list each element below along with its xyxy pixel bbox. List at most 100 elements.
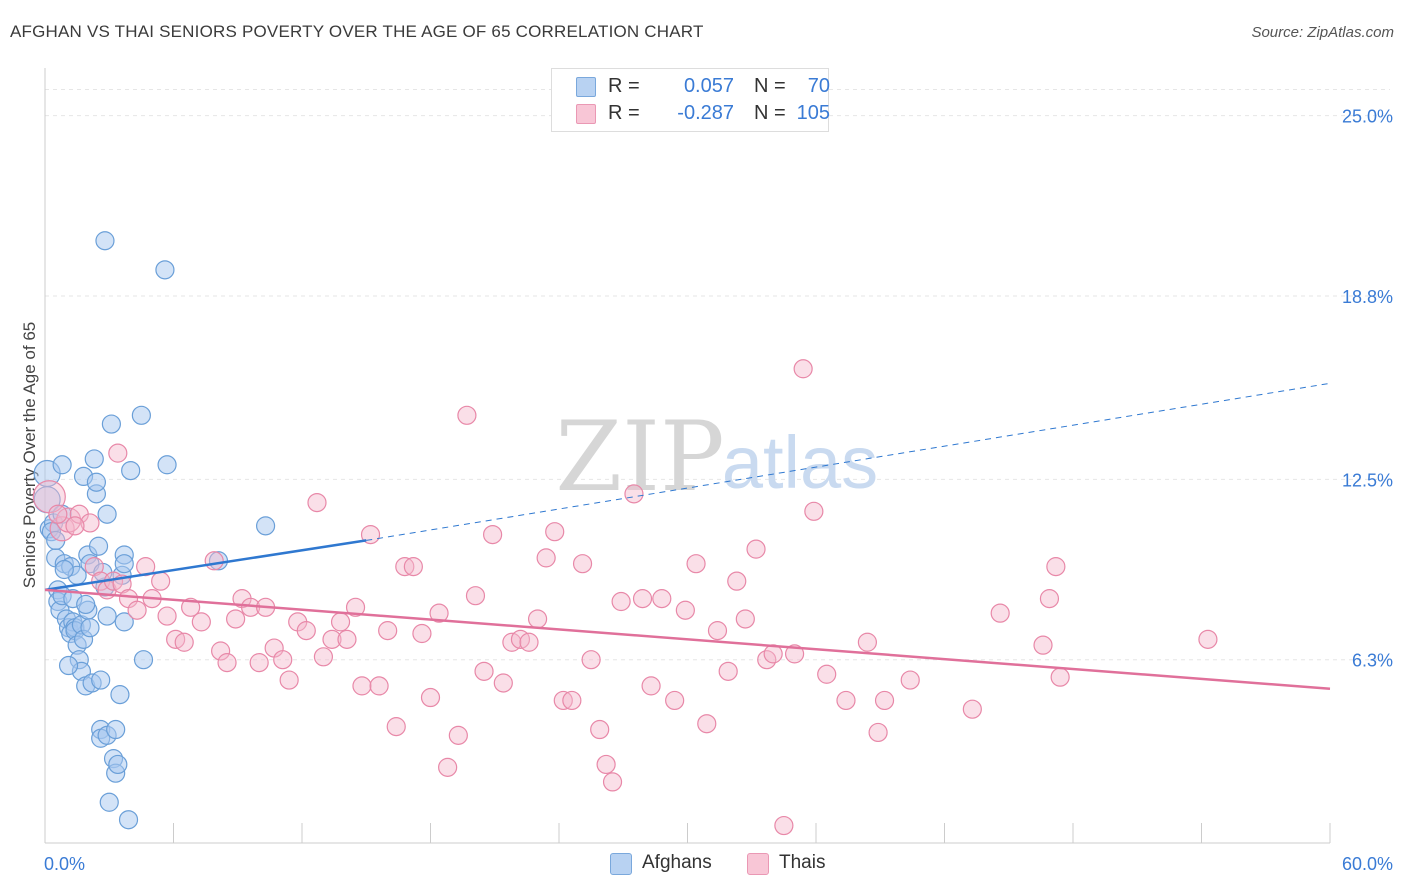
thais-point (519, 632, 539, 652)
thais-point (273, 650, 293, 670)
afghans-point (97, 606, 117, 626)
thais-point (429, 603, 449, 623)
thais-point (962, 699, 982, 719)
trend-lines (44, 382, 1331, 691)
afghans-point (76, 594, 96, 615)
thais-point (211, 641, 231, 661)
thais-point (474, 661, 494, 681)
thais-point (360, 524, 381, 545)
thais-point (624, 484, 644, 504)
thais-point (804, 501, 824, 521)
thais-point (675, 600, 695, 620)
thais-points (32, 359, 1218, 836)
thais-point (80, 513, 100, 533)
y-tick-label: 18.8% (1342, 287, 1393, 307)
thais-trend-line (44, 588, 1331, 691)
thais-point (611, 591, 631, 612)
thais-point (641, 676, 661, 696)
afghans-legend-swatch (610, 853, 632, 875)
thais-r-label: R = (608, 102, 640, 124)
thais-point (386, 717, 406, 737)
afghans-point (86, 472, 107, 492)
afghans-point (99, 792, 119, 812)
watermark: ZIP atlas (555, 401, 878, 513)
thais-point (65, 516, 85, 536)
afghans-r-value: 0.057 (683, 75, 734, 97)
thais-point (296, 621, 316, 641)
afghans-point (52, 504, 72, 524)
afghans-n-label: N = (754, 75, 786, 97)
thais-point (718, 661, 738, 681)
afghans-point (118, 810, 139, 830)
afghans-point (155, 260, 175, 280)
thais-point (465, 586, 486, 606)
afghans-point (157, 455, 177, 475)
thais-point (900, 670, 920, 690)
thais-point (493, 673, 513, 693)
thais-point (330, 612, 351, 632)
thais-point (632, 589, 653, 609)
thais-point (307, 492, 327, 513)
tick-labels: 6.3% 12.5% 18.8% 25.0% 0.0% 60.0% (44, 107, 1393, 874)
thais-point (727, 571, 747, 591)
thais-point (746, 539, 766, 559)
thais-point (174, 632, 194, 652)
axes (44, 68, 1331, 844)
afghans-point (114, 554, 134, 574)
thais-point (874, 690, 895, 711)
thais-swatch (576, 104, 596, 124)
thais-point (1033, 635, 1053, 655)
thais-point (652, 589, 672, 609)
thais-point (1046, 557, 1066, 577)
thais-point (793, 359, 813, 379)
x-tick-label: 0.0% (44, 854, 85, 874)
afghans-point (95, 231, 115, 251)
afghans-point (84, 449, 104, 469)
afghans-trend-line (44, 539, 367, 592)
afghans-point (88, 536, 109, 556)
thais-point (181, 597, 201, 617)
thais-point (217, 653, 237, 673)
afghans-point (54, 559, 74, 580)
thais-point (1039, 589, 1060, 609)
thais-point (127, 600, 147, 620)
thais-legend-swatch (747, 853, 769, 875)
thais-point (581, 650, 601, 670)
thais-point (857, 632, 878, 652)
afghans-n-value: 70 (807, 75, 830, 97)
afghans-swatch (576, 77, 596, 97)
afghans-point (91, 670, 111, 690)
thais-point (602, 772, 623, 792)
thais-point (378, 621, 398, 641)
thais-point (562, 690, 582, 711)
thais-point (249, 653, 269, 673)
thais-point (151, 571, 171, 591)
thais-point (48, 504, 68, 524)
thais-point (868, 722, 888, 743)
thais-point (536, 548, 556, 568)
thais-point (774, 815, 794, 836)
thais-point (836, 690, 856, 711)
afghans-point (110, 685, 130, 705)
thais-point (665, 690, 685, 711)
watermark-atlas: atlas (722, 421, 878, 504)
y-tick-label: 12.5% (1342, 470, 1393, 490)
thais-point (990, 603, 1010, 623)
thais-point (412, 623, 432, 644)
thais-point (1050, 667, 1070, 687)
afghans-point (101, 414, 121, 434)
thais-point (157, 606, 177, 626)
thais-point (226, 609, 246, 629)
afghans-point (80, 618, 100, 638)
stats-legend: R = 0.057 N = 70 R = -0.287 N = 105 (551, 68, 830, 132)
thais-point (420, 687, 441, 708)
afghans-point (52, 455, 72, 475)
thais-point (697, 714, 717, 734)
thais-point (707, 621, 728, 641)
thais-r-value: -0.287 (677, 102, 734, 124)
thais-point (1198, 629, 1218, 649)
afghans-point (58, 655, 79, 676)
thais-n-value: 105 (796, 102, 830, 124)
thais-point (352, 676, 372, 696)
